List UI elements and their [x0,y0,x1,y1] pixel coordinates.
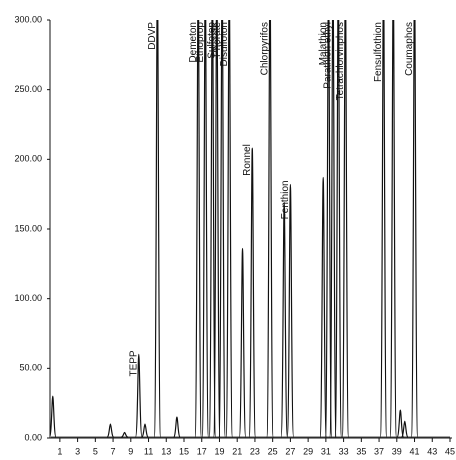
peak-label: DDVP [147,22,158,50]
y-tick-label: 100.00 [14,293,42,303]
peak [410,20,419,438]
peak [225,20,234,438]
x-tick-label: 27 [285,446,295,456]
peak-label: Tetrachlorvinphos [335,22,346,100]
x-tick-label: 29 [303,446,313,456]
peak-label: Parathion ethyl [323,22,334,89]
x-tick-label: 25 [268,446,278,456]
x-tick-label: 3 [75,446,80,456]
peak [106,423,115,438]
y-tick-label: 50.00 [19,363,42,373]
y-tick-label: 250.00 [14,84,42,94]
y-tick-label: 150.00 [14,223,42,233]
peak [341,20,350,438]
peak [173,416,181,438]
peak-label: Chlorpyrifos [260,22,271,75]
peak [389,20,398,438]
x-tick-label: 9 [128,446,133,456]
y-tick-label: 0.00 [24,432,42,442]
peak [48,395,57,438]
x-tick-label: 23 [250,446,260,456]
peak [396,409,405,438]
peak [329,20,337,438]
peak-label: Malathion [318,22,329,65]
x-tick-label: 17 [197,446,207,456]
y-tick-label: 200.00 [14,154,42,164]
x-tick-label: 7 [111,446,116,456]
peak [319,176,328,438]
x-tick-label: 33 [339,446,349,456]
peak [379,20,388,438]
y-tick-label: 300.00 [14,14,42,24]
x-tick-label: 39 [392,446,402,456]
peak [194,20,202,438]
peak [280,201,288,438]
x-tick-label: 11 [144,446,153,456]
peak [121,431,128,438]
peak [400,420,409,438]
x-tick-label: 31 [321,446,331,456]
x-tick-label: 41 [410,446,420,456]
plot-area [48,20,450,438]
peak-label: Phorate [212,22,223,57]
x-tick-label: 37 [374,446,384,456]
peak [208,20,217,438]
peak [218,20,226,438]
x-tick-label: 35 [356,446,366,456]
peak-label: Fensulfothion [373,22,384,82]
x-tick-label: 13 [161,446,171,456]
peak-label: TEPP [128,350,139,376]
peak [266,20,274,438]
peak [324,20,333,438]
x-tick-label: 45 [445,446,455,456]
peak-label: Ethoprop [195,22,206,63]
peak [153,20,162,438]
x-tick-label: 21 [232,446,242,456]
x-tick-label: 5 [93,446,98,456]
peak-label: Coumaphos [404,22,415,76]
peak [134,353,143,438]
x-tick-label: 1 [57,446,62,456]
peak-label: Demeton [188,22,199,63]
x-tick-label: 19 [214,446,224,456]
peak [248,147,257,438]
peak-label: Fenthion [280,180,291,219]
peak [141,423,149,438]
peak [213,20,221,438]
peak [238,247,247,438]
peak-label: Disulfoton [219,22,230,66]
peak [334,20,343,438]
peak-label: Sulfotep [206,22,217,59]
peak [286,183,295,438]
peak-label: Ronnel [242,144,253,176]
x-tick-label: 43 [427,446,437,456]
peak [201,20,210,438]
x-tick-label: 15 [179,446,189,456]
